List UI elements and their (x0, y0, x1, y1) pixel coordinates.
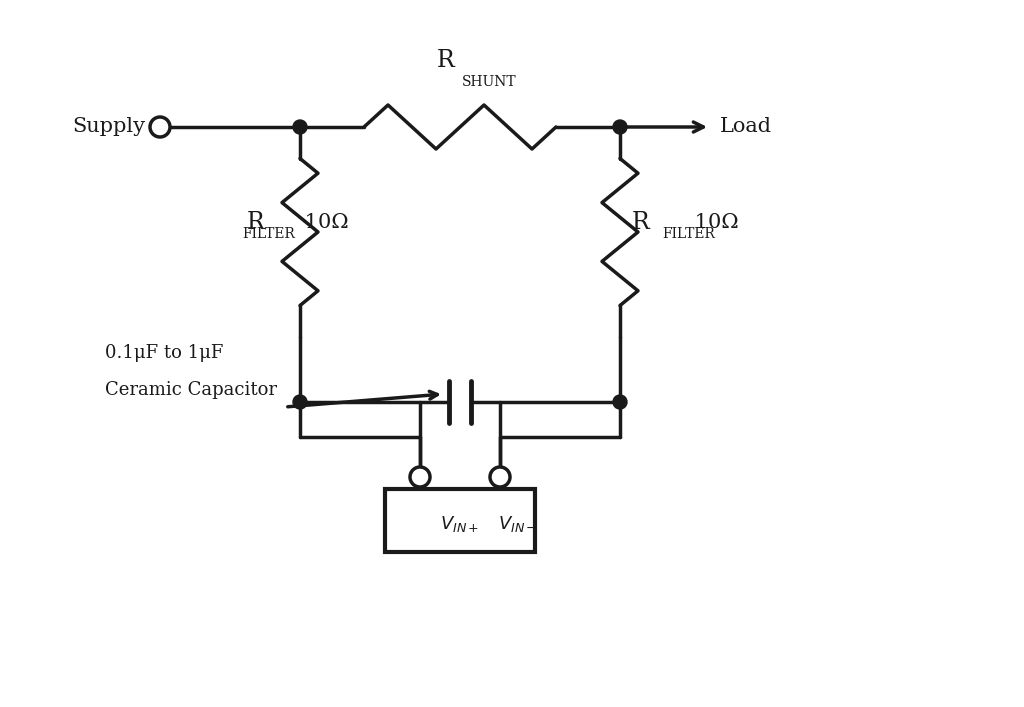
Text: R: R (437, 49, 455, 72)
Circle shape (613, 120, 627, 134)
Circle shape (613, 395, 627, 409)
Circle shape (293, 120, 307, 134)
Text: Supply: Supply (72, 117, 145, 136)
Text: 10Ω: 10Ω (688, 213, 738, 231)
Circle shape (150, 117, 170, 137)
Text: 10Ω: 10Ω (298, 213, 348, 231)
Text: FILTER: FILTER (242, 227, 295, 241)
Circle shape (293, 395, 307, 409)
Circle shape (490, 467, 510, 487)
Text: SHUNT: SHUNT (462, 75, 517, 89)
Text: $V_{IN+}$: $V_{IN+}$ (440, 514, 479, 534)
Circle shape (410, 467, 430, 487)
Text: Ceramic Capacitor: Ceramic Capacitor (105, 381, 278, 399)
Text: R: R (247, 211, 265, 233)
Text: $V_{IN-}$: $V_{IN-}$ (498, 514, 537, 534)
Bar (385, 489, 535, 552)
Text: FILTER: FILTER (662, 227, 715, 241)
Text: 0.1μF to 1μF: 0.1μF to 1μF (105, 344, 223, 362)
Text: Load: Load (720, 117, 772, 136)
Text: R: R (632, 211, 650, 233)
